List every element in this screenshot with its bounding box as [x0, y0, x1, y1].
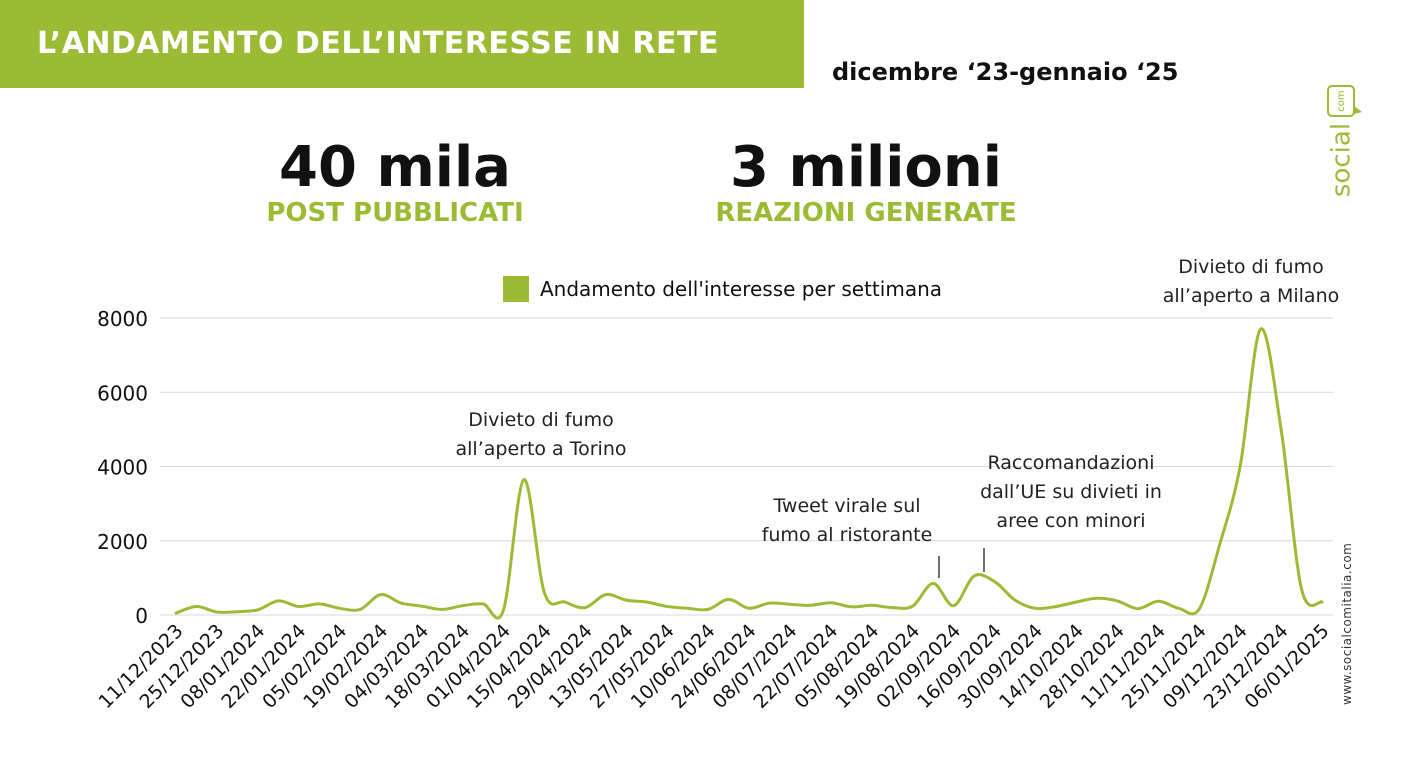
data-point — [952, 604, 956, 608]
data-point — [1013, 598, 1017, 602]
data-point — [972, 574, 976, 578]
data-point — [768, 601, 772, 605]
data-point — [542, 591, 546, 595]
chart-legend: Andamento dell'interesse per settimana — [503, 276, 942, 302]
legend-label: Andamento dell'interesse per settimana — [540, 277, 943, 301]
data-point — [829, 601, 833, 605]
annotation-label: Tweet virale sul — [772, 495, 920, 517]
social-com-logo: com social — [1327, 85, 1362, 197]
data-point — [747, 606, 751, 610]
data-point — [1197, 607, 1201, 611]
data-point — [501, 608, 505, 612]
data-point — [1054, 605, 1058, 609]
period-label: dicembre ‘23-gennaio ‘25 — [832, 58, 1179, 86]
data-point — [624, 598, 628, 602]
annotation-label: aree con minori — [996, 510, 1145, 532]
annotation-label: all’aperto a Torino — [456, 438, 627, 460]
data-point — [1238, 465, 1242, 469]
data-point — [706, 607, 710, 611]
data-point — [297, 605, 301, 609]
data-point — [1156, 599, 1160, 603]
data-point — [931, 581, 935, 585]
data-point — [440, 607, 444, 611]
svg-text:com: com — [1336, 90, 1347, 111]
data-point — [461, 604, 465, 608]
data-point — [1259, 327, 1263, 331]
data-point — [195, 605, 199, 609]
data-point — [665, 605, 669, 609]
data-point — [256, 608, 260, 612]
stat-posts: 40 mila POST PUBBLICATI — [240, 135, 550, 229]
data-point — [911, 604, 915, 608]
annotation-label: Divieto di fumo — [1178, 256, 1323, 278]
data-point — [1320, 600, 1324, 604]
svg-text:social: social — [1327, 123, 1357, 197]
annotation-label: Raccomandazioni — [987, 452, 1154, 474]
y-tick-label: 4000 — [97, 456, 148, 480]
website-watermark: www.socialcomitalia.com — [1340, 542, 1354, 705]
stat-reactions-label: REAZIONI GENERATE — [715, 198, 1017, 228]
title-banner: L’ANDAMENTO DELL’INTERESSE IN RETE — [0, 0, 804, 88]
data-point — [317, 602, 321, 606]
data-point — [870, 603, 874, 607]
data-point — [358, 607, 362, 611]
data-point — [1095, 596, 1099, 600]
data-point — [727, 597, 731, 601]
stat-reactions: 3 milioni REAZIONI GENERATE — [686, 135, 1046, 229]
y-tick-label: 8000 — [97, 307, 148, 331]
annotation-label: dall’UE su divieti in — [980, 481, 1162, 503]
stat-reactions-value: 3 milioni — [730, 135, 1002, 200]
page-title: L’ANDAMENTO DELL’INTERESSE IN RETE — [37, 26, 719, 61]
data-point — [235, 610, 239, 614]
data-point — [1218, 543, 1222, 547]
data-point — [420, 604, 424, 608]
data-point — [604, 593, 608, 597]
data-point — [276, 599, 280, 603]
data-point — [1115, 599, 1119, 603]
stat-posts-value: 40 mila — [279, 135, 511, 200]
annotation-label: fumo al ristorante — [762, 524, 933, 546]
data-point — [215, 610, 219, 614]
data-point — [1136, 607, 1140, 611]
data-point — [1074, 600, 1078, 604]
data-point — [1177, 606, 1181, 610]
data-point — [1279, 427, 1283, 431]
data-point — [993, 580, 997, 584]
y-tick-label: 0 — [135, 604, 148, 628]
data-point — [481, 602, 485, 606]
data-point — [1300, 587, 1304, 591]
data-point — [399, 601, 403, 605]
series-line — [174, 327, 1324, 620]
data-point — [563, 600, 567, 604]
data-point — [522, 478, 526, 482]
y-tick-label: 2000 — [97, 530, 148, 554]
data-point — [808, 603, 812, 607]
legend-swatch — [503, 276, 529, 302]
data-point — [686, 606, 690, 610]
annotation-label: all’aperto a Milano — [1163, 285, 1340, 307]
data-point — [890, 606, 894, 610]
y-tick-label: 6000 — [97, 381, 148, 405]
annotation-label: Divieto di fumo — [468, 409, 613, 431]
data-point — [583, 606, 587, 610]
stat-posts-label: POST PUBBLICATI — [266, 198, 524, 228]
data-point — [338, 606, 342, 610]
data-point — [849, 605, 853, 609]
data-point — [379, 593, 383, 597]
data-point — [788, 602, 792, 606]
data-point — [1034, 606, 1038, 610]
data-point — [645, 600, 649, 604]
data-point — [174, 611, 178, 615]
